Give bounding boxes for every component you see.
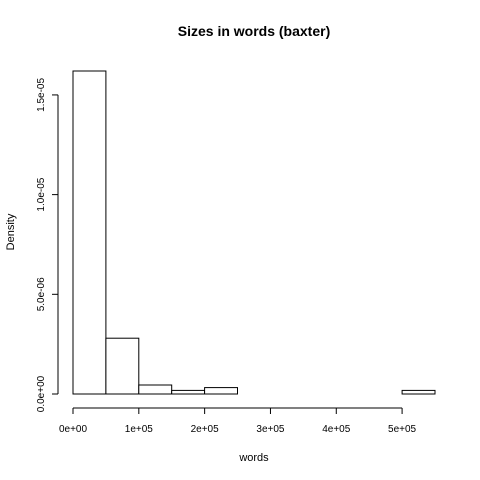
- histogram-bar-2: [139, 385, 172, 394]
- x-tick-label-1: 1e+05: [125, 424, 154, 435]
- x-axis-label: words: [238, 452, 269, 464]
- histogram-bar-1: [106, 338, 139, 394]
- x-axis: 0e+00 1e+05 2e+05 3e+05 4e+05 5e+05: [59, 408, 417, 435]
- y-axis-label: Density: [5, 213, 17, 250]
- histogram-bar-4: [205, 388, 238, 394]
- x-tick-label-4: 4e+05: [322, 424, 351, 435]
- y-axis: 0.0e+00 5.0e-06 1.0e-05 1.5e-05: [36, 78, 58, 413]
- x-tick-label-0: 0e+00: [59, 424, 88, 435]
- y-tick-label-3: 1.5e-05: [36, 78, 47, 112]
- x-tick-label-3: 3e+05: [256, 424, 285, 435]
- x-tick-label-5: 5e+05: [388, 424, 417, 435]
- histogram-bar-3: [172, 390, 205, 394]
- x-tick-label-2: 2e+05: [191, 424, 220, 435]
- chart-title: Sizes in words (baxter): [178, 23, 330, 39]
- y-tick-label-1: 5.0e-06: [36, 277, 47, 311]
- y-tick-label-2: 1.0e-05: [36, 177, 47, 211]
- bars-group: [73, 71, 435, 394]
- y-tick-label-0: 0.0e+00: [36, 375, 47, 412]
- histogram-bar-10: [402, 390, 435, 394]
- histogram-bar-0: [73, 71, 106, 394]
